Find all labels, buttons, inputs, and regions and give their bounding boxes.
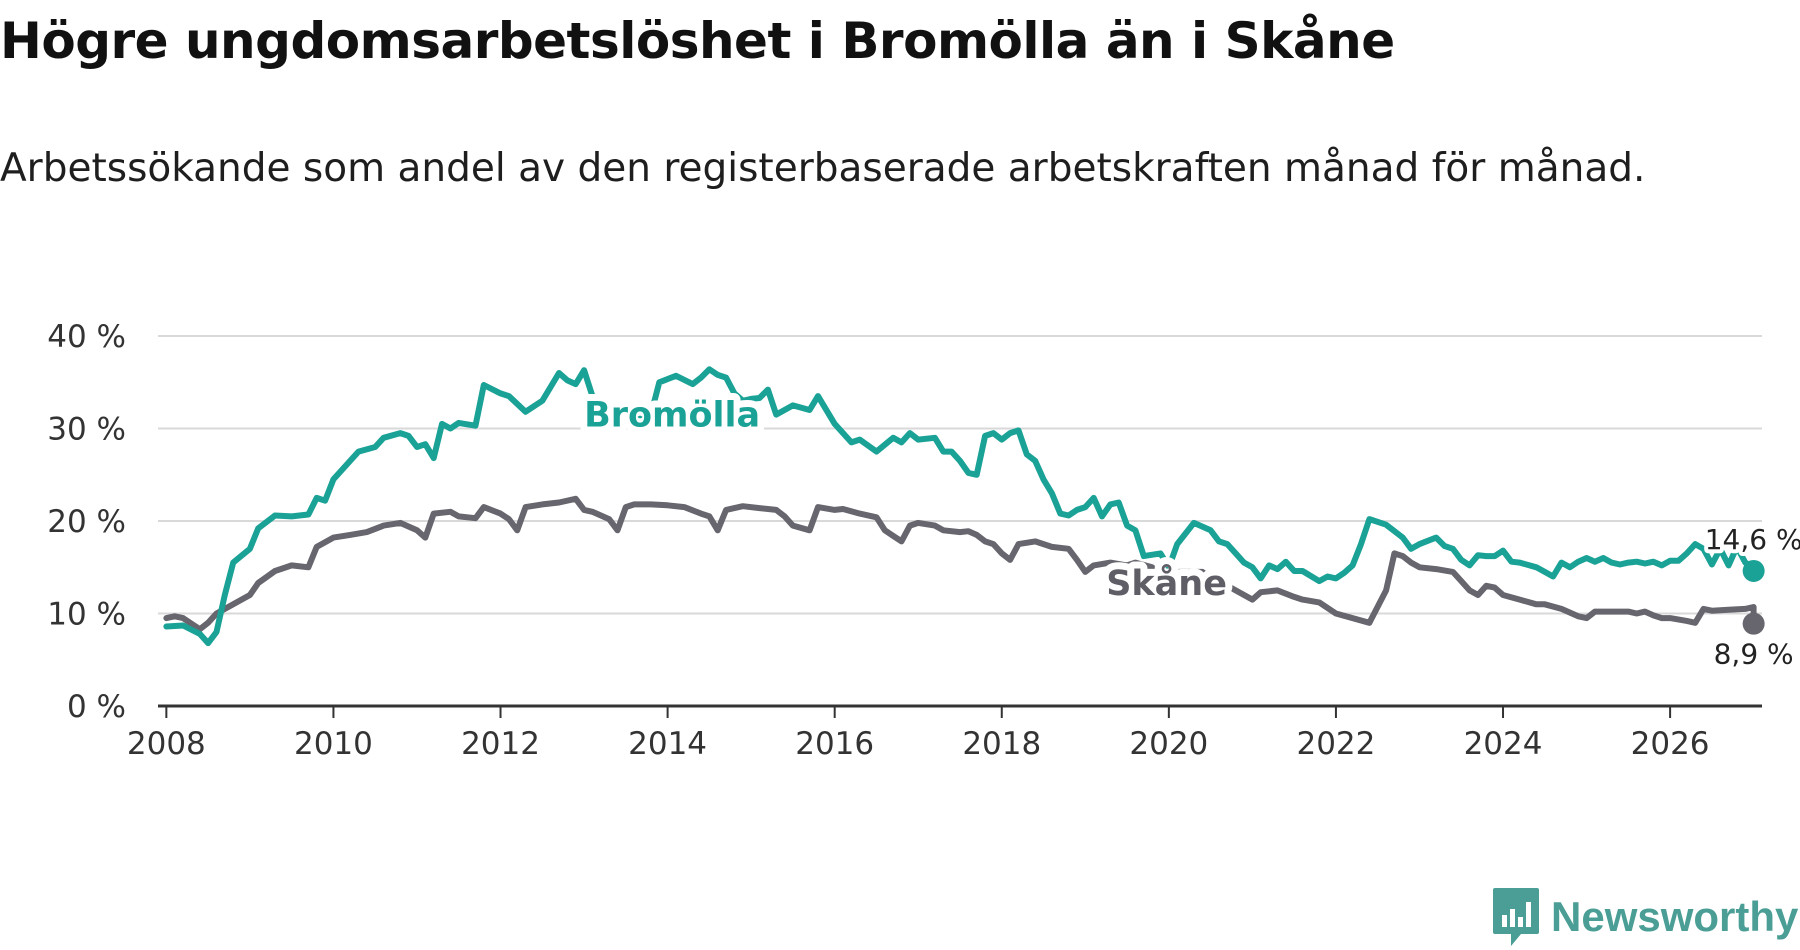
- x-tick-label: 2026: [1631, 726, 1710, 762]
- x-tick-label: 2020: [1129, 726, 1208, 762]
- chart-title: Högre ungdomsarbetslöshet i Bromölla än …: [0, 12, 1395, 70]
- brand-name: Newsworthy: [1551, 893, 1799, 940]
- series-label-bromolla: Bromölla: [584, 396, 760, 436]
- series-label-halo: Skåne: [1106, 563, 1227, 604]
- y-tick-label: 10 %: [47, 597, 126, 633]
- series-label-halo: Bromölla: [584, 396, 760, 436]
- x-tick-label: 2010: [294, 726, 373, 762]
- y-tick-label: 0 %: [67, 689, 126, 725]
- newsworthy-logo: Newsworthy: [1491, 884, 1798, 950]
- series-label-skane: Skåne: [1106, 563, 1227, 604]
- series-line-bromolla: [163, 366, 1757, 647]
- end-marker-bromolla: [1742, 559, 1765, 582]
- series-line-skane: [163, 495, 1757, 633]
- newsworthy-logo-icon: [1493, 888, 1539, 946]
- y-tick-label: 30 %: [47, 412, 126, 448]
- end-value-label-skane: 8,9 %: [1714, 638, 1794, 671]
- x-tick-label: 2024: [1464, 726, 1543, 762]
- y-tick-label: 40 %: [47, 319, 126, 355]
- x-tick-label: 2008: [127, 726, 206, 762]
- x-tick-label: 2016: [795, 726, 874, 762]
- chart-subtitle: Arbetssökande som andel av den registerb…: [0, 146, 1646, 191]
- x-tick-label: 2014: [628, 726, 707, 762]
- x-tick-label: 2022: [1296, 726, 1375, 762]
- x-tick-label: 2018: [962, 726, 1041, 762]
- y-tick-label: 20 %: [47, 504, 126, 540]
- x-tick-label: 2012: [461, 726, 540, 762]
- end-value-label-bromolla: 14,6 %: [1705, 523, 1800, 556]
- end-marker-skane: [1742, 612, 1765, 635]
